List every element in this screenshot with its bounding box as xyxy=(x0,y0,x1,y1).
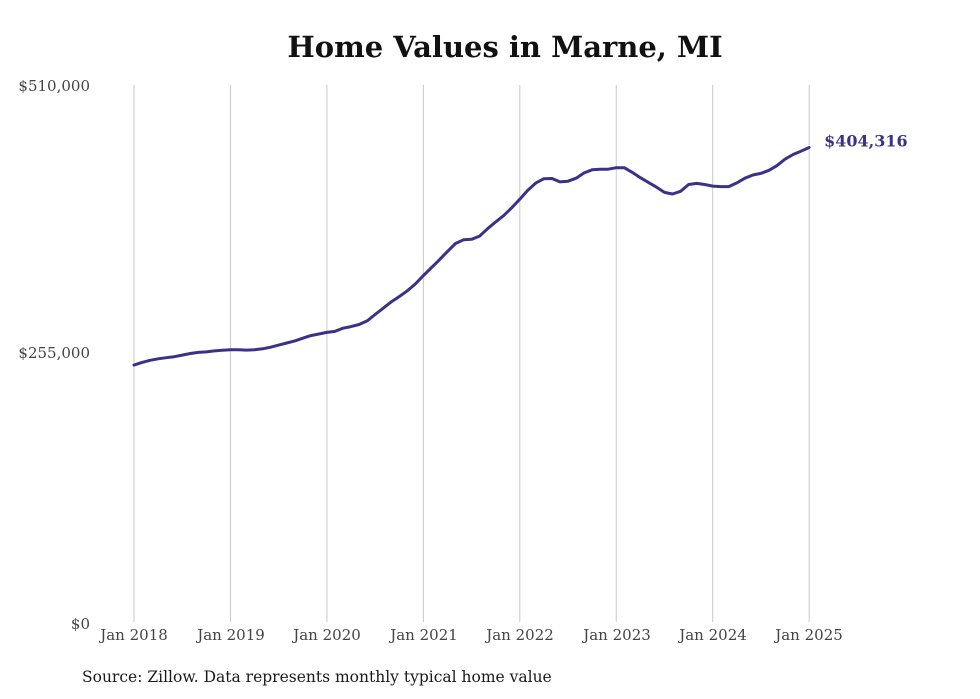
y-tick-label: $0 xyxy=(71,615,90,633)
x-axis-ticks: Jan 2018 Jan 2019 Jan 2020 Jan 2021 Jan … xyxy=(98,626,843,644)
y-tick-label: $255,000 xyxy=(18,344,90,362)
series-line xyxy=(132,146,811,367)
y-tick-label: $510,000 xyxy=(18,77,90,95)
x-tick-label: Jan 2019 xyxy=(195,626,265,644)
x-tick-label: Jan 2018 xyxy=(98,626,168,644)
y-axis-ticks: $510,000 $255,000 $0 xyxy=(18,77,90,633)
x-tick-label: Jan 2024 xyxy=(677,626,747,644)
x-tick-label: Jan 2020 xyxy=(291,626,361,644)
chart-title: Home Values in Marne, MI xyxy=(287,30,723,64)
series-group: $404,316 xyxy=(132,132,908,367)
x-tick-label: Jan 2022 xyxy=(484,626,554,644)
series-end-label: $404,316 xyxy=(824,132,908,151)
x-tick-label: Jan 2025 xyxy=(773,626,843,644)
gridlines xyxy=(133,85,810,622)
x-tick-label: Jan 2021 xyxy=(388,626,458,644)
source-note: Source: Zillow. Data represents monthly … xyxy=(82,668,552,686)
x-tick-label: Jan 2023 xyxy=(581,626,651,644)
